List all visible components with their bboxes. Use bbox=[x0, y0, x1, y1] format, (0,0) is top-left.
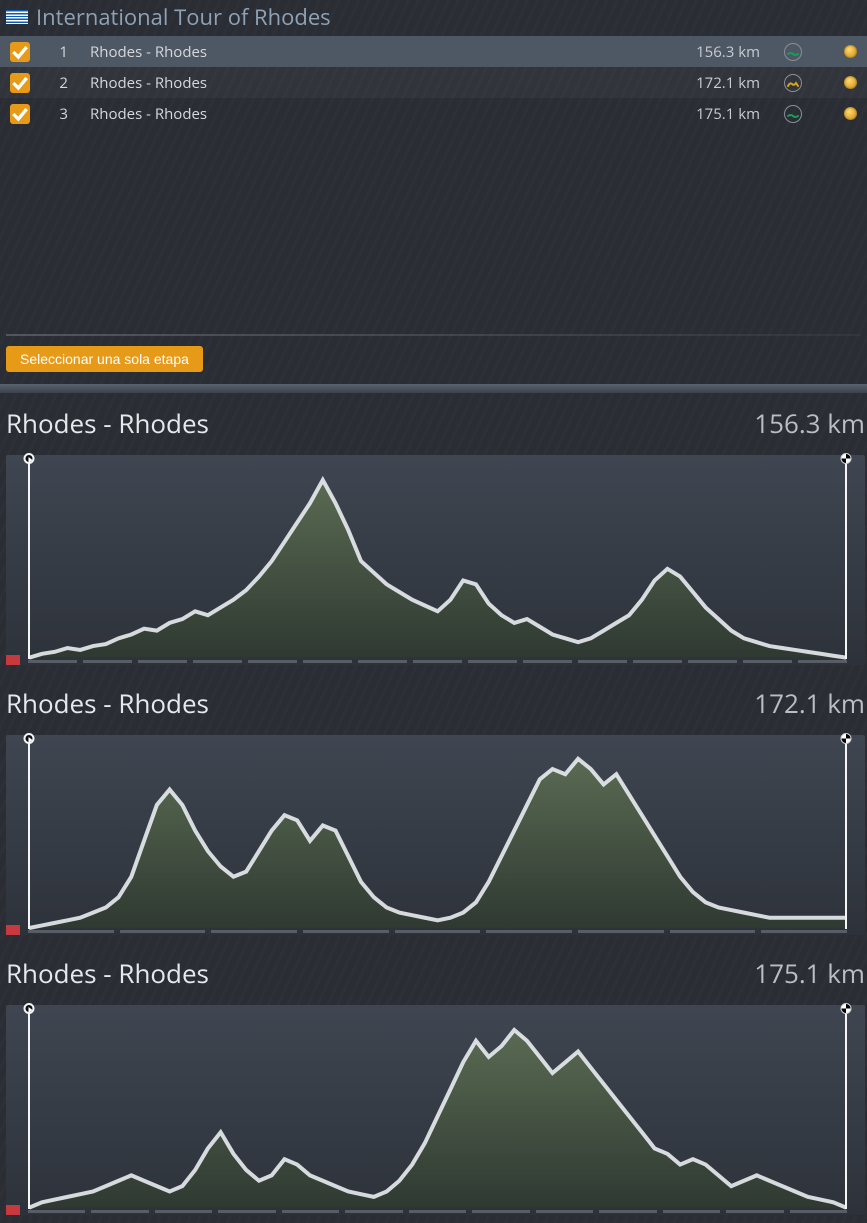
profile-stage-name: Rhodes - Rhodes bbox=[6, 685, 209, 721]
stage-bonus-icon bbox=[844, 107, 857, 120]
stage-name: Rhodes - Rhodes bbox=[90, 73, 665, 93]
select-one-stage-button[interactable]: Seleccionar una sola etapa bbox=[6, 346, 203, 372]
stage-list: 1Rhodes - Rhodes156.3 km2Rhodes - Rhodes… bbox=[0, 36, 867, 129]
finish-marker-icon bbox=[845, 737, 847, 929]
stage-number: 3 bbox=[50, 104, 68, 124]
stage-distance: 175.1 km bbox=[665, 104, 760, 124]
stage-number: 1 bbox=[50, 42, 68, 62]
elevation-chart bbox=[6, 1005, 865, 1215]
finish-marker-icon bbox=[845, 1007, 847, 1209]
stage-distance: 172.1 km bbox=[665, 73, 760, 93]
profile-stage-distance: 172.1 km bbox=[754, 685, 865, 721]
stage-checkbox-icon[interactable] bbox=[10, 42, 30, 62]
distance-strip bbox=[28, 1209, 847, 1215]
start-marker-icon bbox=[28, 737, 30, 929]
stage-row[interactable]: 3 Rhodes - Rhodes175.1 km bbox=[0, 98, 867, 129]
profile-stage-name: Rhodes - Rhodes bbox=[6, 405, 209, 441]
stage-number: 2 bbox=[50, 73, 68, 93]
stage-checkbox-icon[interactable] bbox=[10, 104, 30, 124]
stage-row[interactable]: 2 Rhodes - Rhodes172.1 km bbox=[0, 67, 867, 98]
stage-profile: Rhodes - Rhodes 156.3 km bbox=[0, 393, 867, 673]
stage-bonus-icon bbox=[844, 76, 857, 89]
elevation-chart bbox=[6, 455, 865, 665]
stage-bonus-icon bbox=[844, 45, 857, 58]
elevation-chart bbox=[6, 735, 865, 935]
finish-marker-icon bbox=[845, 457, 847, 659]
profile-stage-distance: 175.1 km bbox=[754, 955, 865, 991]
stage-type-icon bbox=[784, 105, 802, 123]
sprint-marker-icon bbox=[6, 1205, 20, 1215]
sprint-marker-icon bbox=[6, 655, 20, 665]
distance-strip bbox=[28, 929, 847, 935]
profiles-container: Rhodes - Rhodes 156.3 km Rhodes - Rhodes 17… bbox=[0, 393, 867, 1223]
stage-checkbox-icon[interactable] bbox=[10, 73, 30, 93]
section-divider bbox=[0, 384, 867, 393]
stage-row[interactable]: 1 Rhodes - Rhodes156.3 km bbox=[0, 36, 867, 67]
stage-distance: 156.3 km bbox=[665, 42, 760, 62]
stage-profile: Rhodes - Rhodes 172.1 km bbox=[0, 673, 867, 943]
profile-stage-distance: 156.3 km bbox=[754, 405, 865, 441]
stage-type-icon bbox=[784, 43, 802, 61]
profile-stage-name: Rhodes - Rhodes bbox=[6, 955, 209, 991]
stage-list-empty-area bbox=[0, 129, 867, 334]
stage-profile: Rhodes - Rhodes 175.1 km bbox=[0, 943, 867, 1223]
sprint-marker-icon bbox=[6, 925, 20, 935]
stage-type-icon bbox=[784, 74, 802, 92]
start-marker-icon bbox=[28, 457, 30, 659]
flag-greece-icon bbox=[6, 10, 28, 24]
stage-name: Rhodes - Rhodes bbox=[90, 42, 665, 62]
distance-strip bbox=[28, 659, 847, 665]
start-marker-icon bbox=[28, 1007, 30, 1209]
stage-name: Rhodes - Rhodes bbox=[90, 104, 665, 124]
tour-title: International Tour of Rhodes bbox=[36, 2, 331, 32]
